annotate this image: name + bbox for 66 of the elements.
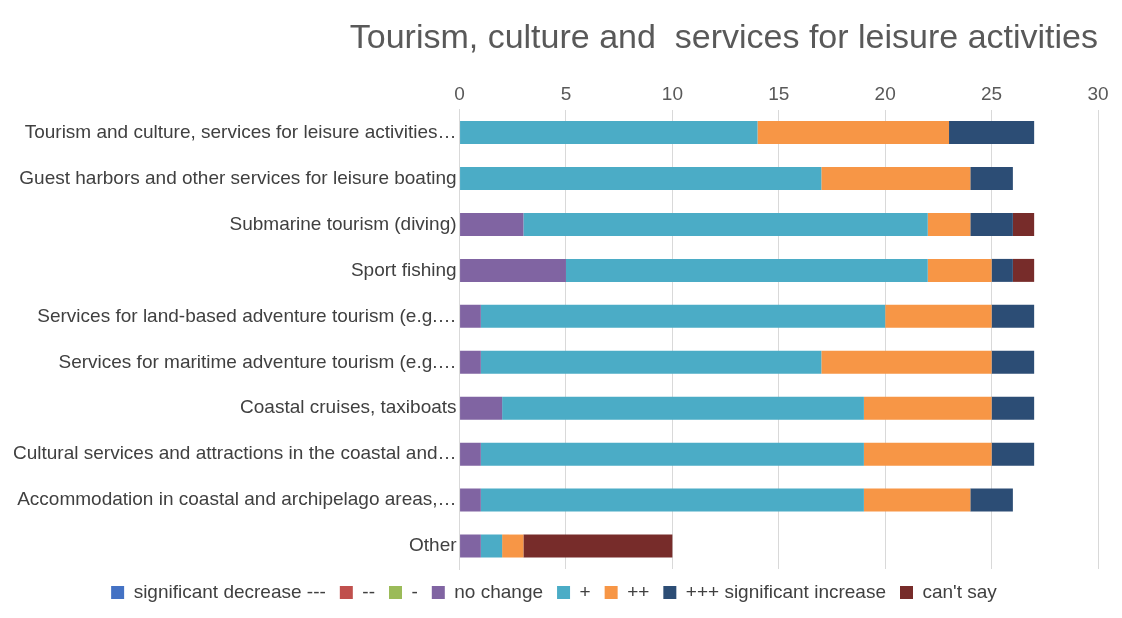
legend-label: no change	[454, 580, 544, 602]
bar	[885, 304, 992, 328]
bar	[1012, 258, 1035, 282]
bar	[460, 304, 481, 328]
y-tick-label: Tourism and culture, services for leisure activities…	[24, 120, 457, 142]
bar	[460, 121, 758, 145]
x-tick-label: 20	[874, 83, 896, 105]
bar	[460, 534, 481, 558]
y-tick-label: Submarine tourism (diving)	[229, 212, 457, 234]
y-tick-label: Services for land-based adventure tourism (e.g.…	[37, 304, 457, 326]
x-tick-label: 10	[661, 83, 683, 105]
bar	[460, 442, 481, 466]
bar	[480, 304, 886, 328]
x-tick-label: 5	[560, 83, 572, 105]
bar	[970, 167, 1013, 190]
legend-label: --	[362, 580, 375, 602]
bar	[863, 396, 992, 420]
legend-label: significant decrease ---	[133, 580, 326, 602]
bar	[460, 396, 503, 420]
legend-label: -	[411, 580, 418, 602]
legend-label: +++ significant increase	[685, 580, 886, 602]
bar	[863, 488, 971, 512]
legend-label: +	[579, 580, 591, 602]
bar	[991, 442, 1035, 466]
bar	[991, 304, 1035, 328]
bar	[480, 534, 503, 558]
legend-label: ++	[627, 580, 650, 602]
bar	[460, 167, 822, 190]
bar	[480, 350, 822, 374]
bar	[757, 121, 950, 145]
bar	[927, 258, 992, 282]
x-tick-label: 0	[454, 83, 465, 105]
legend-label: can't say	[922, 580, 998, 602]
bar	[821, 167, 971, 190]
bar	[565, 258, 928, 282]
bar	[460, 212, 524, 236]
y-tick-label: Other	[409, 534, 458, 556]
bar	[821, 350, 992, 374]
x-tick-label: 30	[1087, 83, 1109, 105]
bar	[460, 488, 481, 512]
bar	[863, 442, 992, 466]
y-tick-label: Services for maritime adventure tourism (e.g.…	[58, 350, 457, 372]
y-tick-label: Cultural services and attractions in the coastal and…	[13, 442, 457, 464]
bar	[927, 212, 971, 236]
x-tick-label: 15	[768, 83, 790, 105]
bar	[523, 212, 928, 236]
bar	[460, 350, 481, 374]
bar	[970, 488, 1013, 512]
bar	[480, 488, 864, 512]
bar	[991, 258, 1013, 282]
bar	[480, 442, 864, 466]
y-tick-label: Guest harbors and other services for leisure boating	[19, 166, 457, 188]
bar	[949, 121, 1035, 145]
bar	[523, 534, 673, 558]
bar	[460, 258, 566, 282]
bar	[970, 212, 1013, 236]
bar	[502, 396, 864, 420]
bar	[502, 534, 524, 558]
bar	[991, 350, 1035, 374]
x-tick-label: 25	[981, 83, 1003, 105]
bar	[1012, 212, 1035, 236]
y-tick-label: Sport fishing	[350, 258, 457, 280]
chart-title: Tourism, culture and services for leisure activities	[349, 16, 1098, 55]
y-tick-label: Accommodation in coastal and archipelago areas,…	[17, 488, 457, 510]
y-tick-label: Coastal cruises, taxiboats	[240, 396, 457, 418]
bar	[991, 396, 1035, 420]
